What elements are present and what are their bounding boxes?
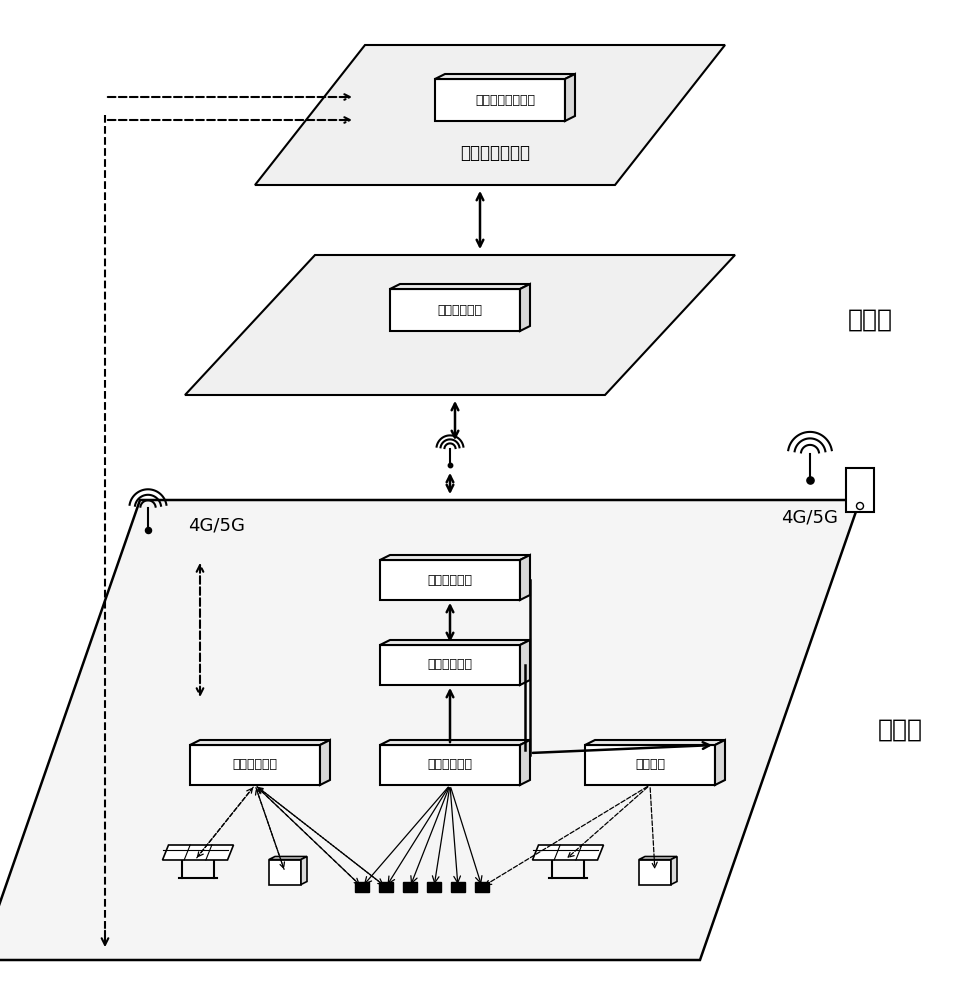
Text: 监控互动模块: 监控互动模块 [233,758,278,772]
Polygon shape [190,745,320,785]
Polygon shape [301,856,307,884]
Polygon shape [380,560,520,600]
Text: 近侧端: 近侧端 [848,308,893,332]
Text: 4G/5G: 4G/5G [188,516,245,534]
Polygon shape [163,845,234,860]
Polygon shape [532,845,604,860]
Polygon shape [715,740,725,785]
Bar [403,882,417,892]
Polygon shape [520,740,530,785]
Polygon shape [185,255,735,395]
Polygon shape [846,468,874,512]
Polygon shape [585,740,725,745]
Text: 数据监测模块: 数据监测模块 [428,758,473,772]
Polygon shape [0,500,860,960]
Bar [379,882,393,892]
Polygon shape [380,740,530,745]
Polygon shape [435,74,575,79]
Polygon shape [190,740,330,745]
Text: 数据传输模块: 数据传输模块 [428,574,473,586]
Polygon shape [380,640,530,645]
Polygon shape [520,555,530,600]
Text: 运维中心控制室: 运维中心控制室 [460,144,530,162]
Polygon shape [380,555,530,560]
Polygon shape [435,79,565,121]
Polygon shape [269,856,307,859]
Polygon shape [565,74,575,121]
Polygon shape [320,740,330,785]
Polygon shape [269,859,301,884]
Circle shape [857,502,863,510]
Polygon shape [585,745,715,785]
Bar [427,882,441,892]
Polygon shape [380,745,520,785]
Text: 显示操作计算模块: 显示操作计算模块 [475,94,535,106]
Polygon shape [380,645,520,685]
Text: 边端计算模块: 边端计算模块 [428,658,473,672]
Text: 远侧端: 远侧端 [878,718,923,742]
Polygon shape [639,856,677,859]
Text: 控制模块: 控制模块 [635,758,665,772]
Text: 4G/5G: 4G/5G [782,508,838,526]
Bar [355,882,369,892]
Polygon shape [671,856,677,884]
Bar [475,882,489,892]
Text: 云端计算模块: 云端计算模块 [437,304,482,316]
Polygon shape [639,859,671,884]
Polygon shape [520,284,530,331]
Polygon shape [390,289,520,331]
Polygon shape [390,284,530,289]
Bar [451,882,465,892]
Polygon shape [520,640,530,685]
Polygon shape [255,45,725,185]
